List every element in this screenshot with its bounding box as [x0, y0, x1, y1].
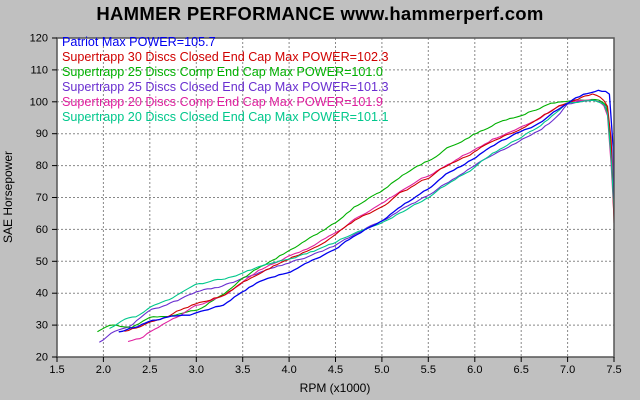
svg-text:RPM (x1000): RPM (x1000): [300, 381, 371, 395]
svg-text:50: 50: [36, 256, 48, 268]
svg-text:1.5: 1.5: [49, 364, 64, 376]
svg-text:Supertrapp 25 Discs Closed End: Supertrapp 25 Discs Closed End Cap Max P…: [62, 80, 389, 94]
svg-text:100: 100: [30, 96, 48, 108]
svg-text:Supertrapp 20 Discs Closed End: Supertrapp 20 Discs Closed End Cap Max P…: [62, 110, 389, 124]
svg-text:5.0: 5.0: [374, 364, 389, 376]
svg-text:3.5: 3.5: [235, 364, 250, 376]
svg-text:6.0: 6.0: [467, 364, 482, 376]
svg-text:20: 20: [36, 352, 48, 364]
svg-text:90: 90: [36, 128, 48, 140]
svg-text:7.5: 7.5: [606, 364, 621, 376]
svg-text:2.5: 2.5: [142, 364, 157, 376]
svg-text:7.0: 7.0: [560, 364, 575, 376]
svg-text:6.5: 6.5: [514, 364, 529, 376]
svg-text:110: 110: [30, 64, 48, 76]
svg-text:4.0: 4.0: [281, 364, 296, 376]
svg-text:3.0: 3.0: [189, 364, 204, 376]
svg-text:4.5: 4.5: [328, 364, 343, 376]
svg-text:Supertrapp 25 Discs Comp End C: Supertrapp 25 Discs Comp End Cap Max POW…: [62, 65, 383, 79]
svg-text:60: 60: [36, 224, 48, 236]
svg-text:70: 70: [36, 192, 48, 204]
svg-text:2.0: 2.0: [96, 364, 111, 376]
svg-text:Supertrapp 30 Discs Closed End: Supertrapp 30 Discs Closed End Cap Max P…: [62, 50, 389, 64]
svg-text:120: 120: [30, 33, 48, 45]
svg-text:5.5: 5.5: [421, 364, 436, 376]
svg-text:40: 40: [36, 288, 48, 300]
svg-text:30: 30: [36, 320, 48, 332]
svg-text:Supertrapp 20 Discs Comp End C: Supertrapp 20 Discs Comp End Cap Max POW…: [62, 95, 383, 109]
svg-text:Patriot Max POWER=105.7: Patriot Max POWER=105.7: [62, 35, 216, 49]
svg-text:80: 80: [36, 160, 48, 172]
svg-text:SAE Horsepower: SAE Horsepower: [1, 151, 15, 243]
